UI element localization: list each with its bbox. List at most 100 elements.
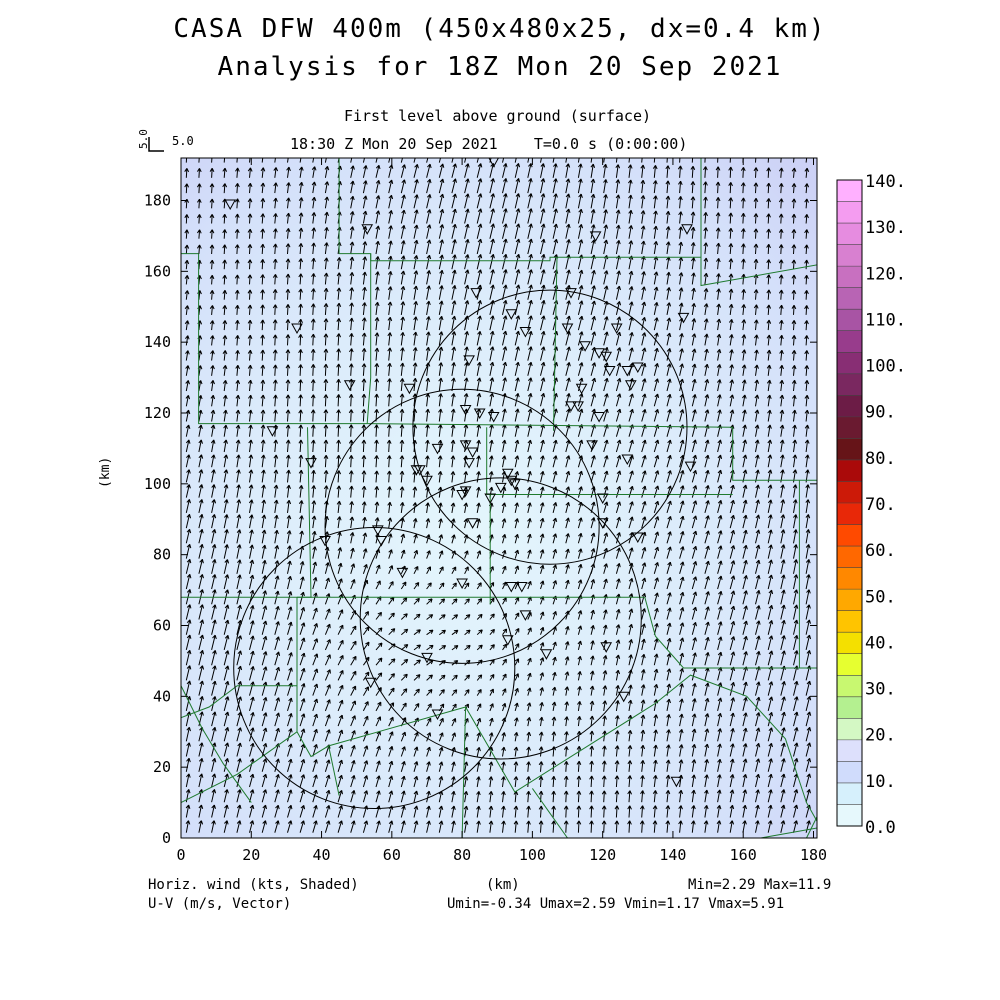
station-marker [519, 327, 532, 338]
colorbar-band [837, 718, 862, 741]
colorbar-frame [836, 179, 863, 827]
colorbar-band [837, 632, 862, 655]
station-marker [621, 366, 634, 377]
y-tick-label: 60 [153, 617, 171, 635]
chart-subtitle: Analysis for 18Z Mon 20 Sep 2021 [217, 52, 783, 82]
colorbar-band [837, 416, 862, 439]
station-marker [396, 567, 409, 579]
station-marker [624, 380, 637, 391]
time-label: 18:30 Z Mon 20 Sep 2021 [290, 135, 498, 153]
station-marker [670, 776, 683, 788]
x-tick-label: 160 [730, 846, 757, 864]
station-marker [617, 691, 630, 703]
station-marker [519, 610, 532, 621]
station-marker [621, 454, 634, 466]
station-marker [600, 351, 613, 363]
county-boundary [553, 257, 558, 431]
reference-vector-vertical-label: 5.0 [137, 129, 150, 149]
station-marker [603, 366, 616, 377]
county-boundary [181, 685, 252, 803]
station-marker [572, 401, 584, 412]
station-marker [364, 677, 377, 689]
footer-shading-label: Horiz. wind (kts, Shaded) [148, 877, 359, 893]
county-boundary [296, 674, 817, 838]
station-marker [470, 288, 483, 299]
radar-range-ring [233, 526, 516, 810]
station-marker [610, 323, 623, 335]
station-marker [579, 341, 591, 352]
wind-vectors [184, 158, 812, 833]
colorbar-tick-label: 110. [865, 310, 906, 330]
station-marker [600, 642, 613, 653]
colorbar-band [837, 761, 862, 784]
station-marker [343, 380, 356, 391]
y-tick-label: 40 [153, 687, 171, 705]
station-marker [266, 426, 279, 437]
station-marker [375, 536, 388, 547]
x-tick-label: 120 [589, 846, 616, 864]
y-tick-label: 20 [153, 758, 171, 776]
county-boundary [700, 158, 817, 287]
colorbar-tick-label: 60. [865, 541, 896, 561]
colorbar-band [837, 610, 862, 633]
colorbar-tick-label: 140. [865, 172, 906, 192]
station-marker [593, 412, 605, 423]
station-marker [488, 158, 499, 168]
colorbar-band [837, 266, 862, 289]
county-boundary [198, 253, 368, 425]
colorbar-band [837, 481, 862, 504]
station-marker [224, 199, 237, 211]
radar-range-ring [412, 289, 688, 565]
county-boundary [367, 423, 817, 481]
footer-uv-stats: Umin=-0.34 Umax=2.59 Vmin=1.17 Vmax=5.91 [447, 896, 785, 912]
station-marker [501, 468, 514, 480]
x-axis-ticks: 0 20 40 60 80 100 120 140 160 180 [176, 158, 827, 864]
station-marker [677, 312, 690, 324]
station-marker [684, 461, 697, 473]
colorbar-band [837, 395, 862, 418]
colorbar-band [837, 782, 862, 805]
county-boundary [181, 731, 298, 804]
colorbar-band [837, 438, 862, 461]
station-marker [466, 518, 479, 529]
colorbar-tick-label: 40. [865, 633, 896, 653]
county-boundary [644, 597, 817, 669]
station-marker [575, 383, 588, 395]
colorbar-band [837, 589, 862, 612]
colorbar-band [837, 546, 862, 569]
y-tick-label: 100 [144, 475, 171, 493]
colorbar-tick-label: 10. [865, 772, 896, 792]
radar-range-ring [359, 477, 642, 760]
station-marker [403, 383, 416, 395]
station-marker [631, 362, 644, 374]
level-label: First level above ground (surface) [343, 107, 652, 125]
colorbar-tick-label: 20. [865, 726, 896, 746]
station-marker [565, 288, 577, 299]
station-marker [505, 475, 518, 487]
colorbar-tick-label: 120. [865, 264, 906, 284]
colorbar-band [837, 223, 862, 246]
colorbar-band [837, 373, 862, 396]
colorbar-band [837, 739, 862, 762]
station-marker [319, 536, 331, 547]
y-tick-label: 120 [144, 404, 171, 422]
elapsed-label: T=0.0 s (0:00:00) [533, 135, 688, 153]
y-tick-label: 140 [144, 333, 171, 351]
colorbar-band [837, 330, 862, 353]
wind-vector-field [184, 158, 812, 833]
x-tick-label: 180 [800, 846, 827, 864]
x-tick-label: 140 [659, 846, 686, 864]
station-marker [596, 493, 609, 505]
colorbar-tick-label: 30. [865, 680, 896, 700]
station-marker [431, 443, 444, 455]
station-marker [361, 224, 374, 235]
station-marker [561, 323, 574, 335]
colorbar-tick-label: 130. [865, 218, 906, 238]
radar-range-ring [324, 388, 600, 664]
footer-vector-label: U-V (m/s, Vector) [148, 896, 292, 912]
station-marker [459, 405, 472, 416]
colorbar-tick-label: 80. [865, 449, 896, 469]
station-markers [224, 158, 697, 788]
station-marker [505, 309, 518, 320]
